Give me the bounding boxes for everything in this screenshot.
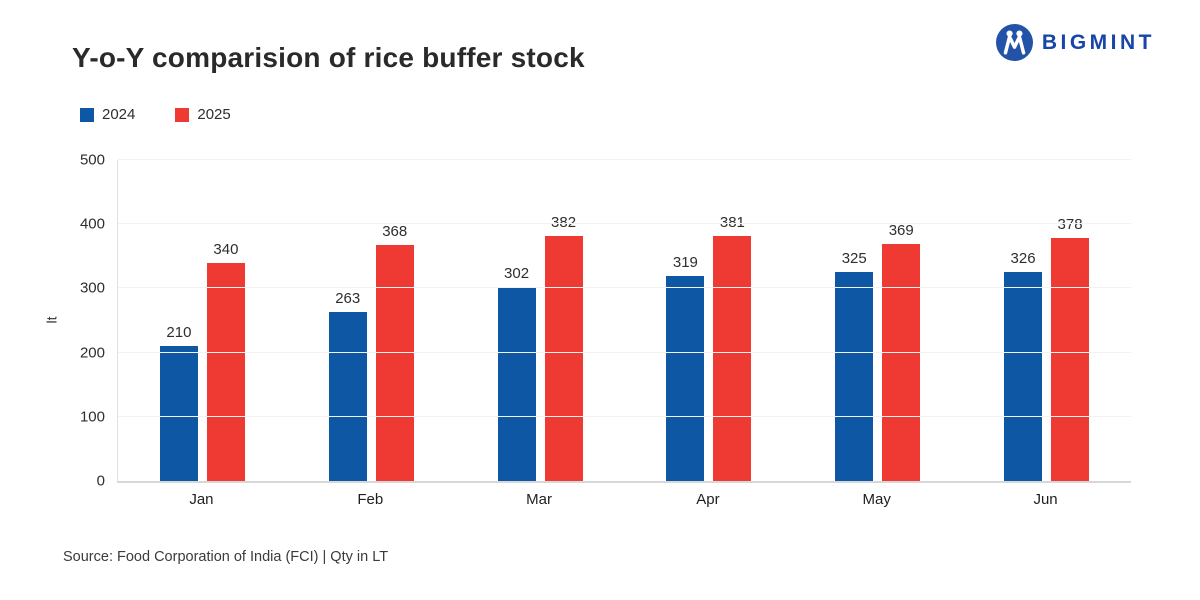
x-label-may: May (862, 491, 891, 508)
legend-swatch-2024 (80, 107, 94, 122)
bar-value-2024-jun: 326 (1010, 249, 1036, 267)
bar-col-2025-jan: 340 (206, 160, 245, 481)
brand-logo: BIGMINT (995, 24, 1155, 61)
y-tick-label-500: 500 (79, 151, 105, 169)
gridline-300 (118, 287, 1131, 289)
bar-group-may: 325 369 (793, 160, 962, 481)
bar-value-2025-jan: 340 (213, 240, 239, 258)
chart-legend: 2024 2025 (80, 106, 231, 123)
x-axis-labels: Jan Feb Mar Apr May Jun (117, 491, 1130, 508)
x-label-feb: Feb (357, 491, 384, 508)
x-label-apr: Apr (696, 491, 720, 508)
y-tick-label-400: 400 (79, 215, 105, 233)
bar-value-2024-feb: 263 (335, 290, 361, 308)
bigmint-logo-icon (995, 24, 1033, 61)
legend-label-2024: 2024 (102, 106, 136, 123)
gridline-100 (118, 415, 1131, 417)
bar-col-2025-may: 369 (882, 160, 921, 481)
y-axis-label: lt (43, 316, 60, 324)
gridline-500 (118, 159, 1131, 160)
bar-col-2024-mar: 302 (497, 160, 536, 481)
bar-col-2024-apr: 319 (666, 160, 705, 481)
bar-value-2024-mar: 302 (504, 265, 530, 283)
bar-col-2024-feb: 263 (328, 160, 367, 481)
bar-value-2025-jun: 378 (1057, 216, 1083, 234)
y-tick-label-100: 100 (79, 408, 105, 426)
bar-col-2024-may: 325 (835, 160, 874, 481)
y-tick-label-200: 200 (79, 344, 105, 362)
bar-col-2025-mar: 382 (544, 160, 583, 481)
bar-2024-apr (666, 276, 705, 481)
bar-value-2025-apr: 381 (719, 214, 745, 232)
bar-value-2025-feb: 368 (382, 222, 408, 240)
bar-value-2024-jan: 210 (166, 324, 192, 342)
legend-item-2024: 2024 (80, 106, 135, 123)
legend-swatch-2025 (175, 107, 190, 122)
y-tick-label-300: 300 (79, 279, 105, 297)
source-note: Source: Food Corporation of India (FCI) … (63, 549, 389, 565)
bar-2025-may (882, 244, 921, 481)
bar-2024-jun (1004, 271, 1043, 481)
bar-2024-jan (159, 346, 198, 481)
bar-groups: 210 340 263 368 302 382 319 381 325 369 326 378 (118, 160, 1131, 481)
page-title: Y-o-Y comparision of rice buffer stock (72, 42, 585, 73)
bar-group-feb: 263 368 (287, 160, 456, 481)
bar-col-2025-feb: 368 (375, 160, 414, 481)
bar-col-2024-jun: 326 (1004, 160, 1043, 481)
bar-2024-mar (497, 287, 536, 481)
bar-2024-may (835, 272, 874, 481)
plot-area: 210 340 263 368 302 382 319 381 325 369 326 378 (117, 159, 1131, 483)
bar-value-2025-may: 369 (888, 222, 914, 240)
bar-value-2025-mar: 382 (551, 213, 577, 231)
bar-2025-feb (375, 244, 414, 481)
y-axis-ticks: 0 100 200 300 400 500 (0, 152, 105, 490)
bar-group-jun: 326 378 (962, 160, 1131, 481)
x-label-mar: Mar (526, 491, 552, 508)
bar-2025-apr (713, 236, 752, 481)
x-label-jun: Jun (1033, 491, 1058, 508)
bar-2025-jun (1051, 238, 1090, 481)
bar-value-2024-apr: 319 (672, 254, 698, 272)
gridline-200 (118, 351, 1131, 353)
brand-name: BIGMINT (1041, 30, 1155, 54)
gridline-400 (118, 223, 1131, 225)
bar-col-2025-apr: 381 (713, 160, 752, 481)
bar-value-2024-may: 325 (841, 250, 867, 268)
bar-group-jan: 210 340 (118, 160, 287, 481)
bar-2025-mar (544, 235, 583, 481)
bar-col-2025-jun: 378 (1051, 160, 1090, 481)
legend-item-2025: 2025 (175, 106, 231, 123)
bar-2025-jan (206, 262, 245, 481)
bar-col-2024-jan: 210 (159, 160, 198, 481)
bar-group-apr: 319 381 (624, 160, 793, 481)
bar-2024-feb (328, 312, 367, 481)
x-label-jan: Jan (189, 491, 214, 508)
bar-group-mar: 302 382 (456, 160, 625, 481)
legend-label-2025: 2025 (197, 106, 231, 123)
y-tick-label-0: 0 (96, 472, 105, 490)
